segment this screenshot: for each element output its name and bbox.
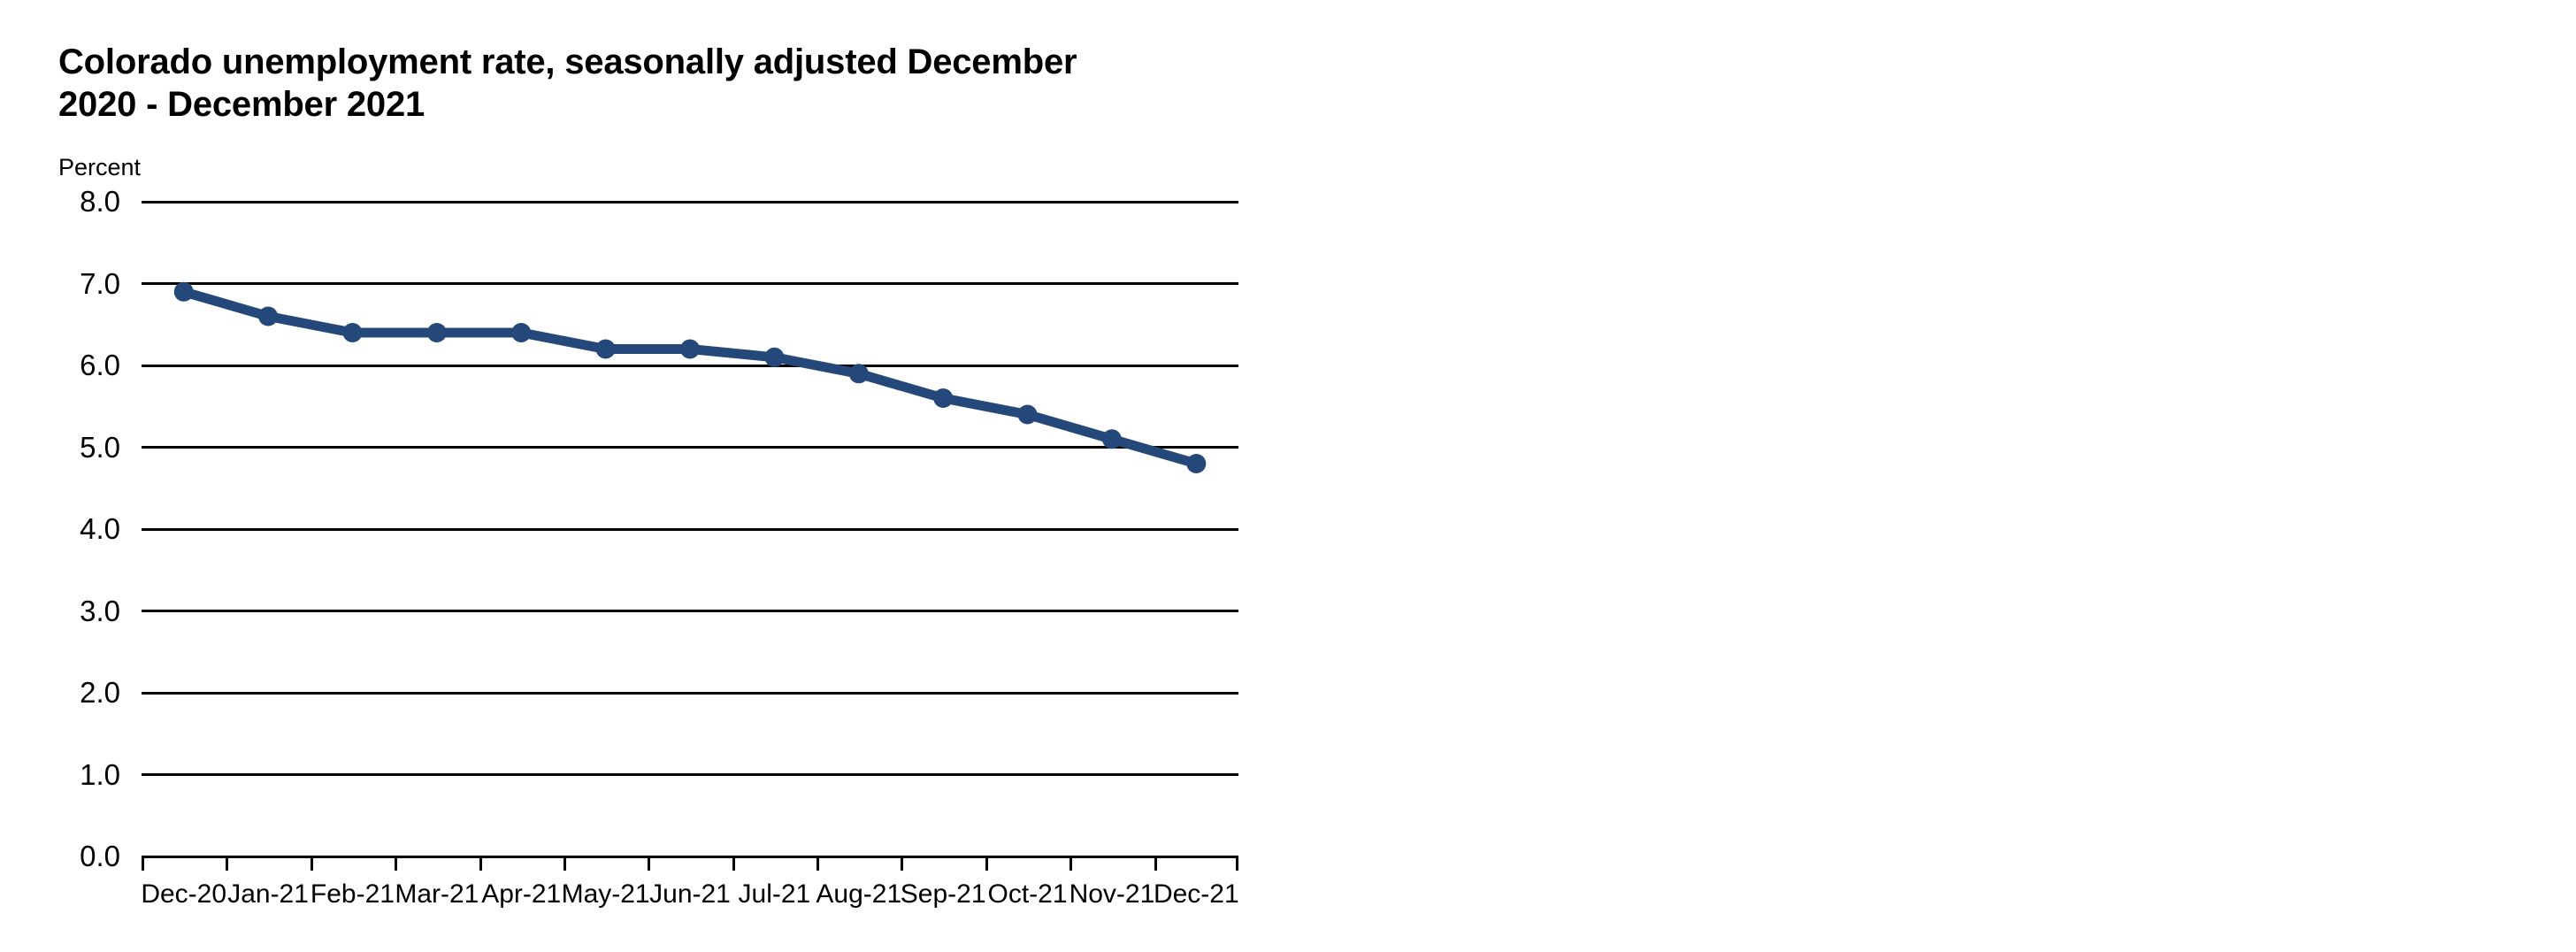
data-point-marker [1017,404,1038,425]
x-axis-tick-label: Feb-21 [310,879,395,909]
gridline [142,282,1238,285]
x-axis-tick-label: Dec-20 [141,879,227,909]
x-axis-tick-mark [479,856,482,871]
y-axis-tick-label: 2.0 [80,676,120,709]
y-axis-tick-label: 8.0 [80,185,120,218]
x-axis-tick-label: Mar-21 [395,879,479,909]
y-axis-tick-label: 4.0 [80,512,120,545]
data-point-marker [173,281,194,302]
payroll-change-panel: Colorado nonfarm payroll employment over… [1288,0,2576,952]
y-axis-tick-label: 3.0 [80,594,120,627]
data-point-marker [1186,454,1207,473]
x-axis-tick-mark [732,856,735,871]
data-point-marker [426,323,447,342]
line-path [179,287,1201,469]
x-axis-tick-label: Jul-21 [738,879,811,909]
x-axis-tick-label: Nov-21 [1069,879,1155,909]
data-point-marker [511,323,532,342]
x-axis-tick-mark [1154,856,1157,871]
data-point-marker [848,364,869,384]
data-point-marker [342,323,363,342]
left-y-axis-unit-label: Percent [58,154,142,180]
x-axis-tick-label: Sep-21 [900,879,986,909]
y-axis-tick-label: 6.0 [80,349,120,381]
x-axis-tick-label: Jan-21 [227,879,309,909]
x-axis-tick-label: Apr-21 [481,879,562,909]
x-axis-tick-mark [816,856,820,871]
y-axis-tick-label: 0.0 [80,840,120,872]
y-axis-tick-label: 5.0 [80,430,120,464]
left-chart-title: Colorado unemployment rate, seasonally a… [58,42,1077,124]
gridline [142,773,1238,776]
data-point-marker [680,339,700,359]
x-axis-tick-label: Dec-21 [1153,879,1239,909]
gridline [142,200,1238,203]
x-axis-tick-mark [1070,856,1073,871]
y-axis-tick-label: 7.0 [80,266,120,300]
data-point-marker [764,347,785,367]
gridline [142,527,1238,531]
x-axis-tick-mark [1236,856,1238,871]
x-axis-tick-mark [563,856,566,871]
unemployment-rate-line-series [173,281,1207,473]
x-axis-tick-mark [310,856,313,871]
x-axis-tick-label: May-21 [561,879,650,909]
x-axis-tick-mark [901,856,904,871]
data-point-marker [933,388,954,408]
x-axis-tick-mark [648,856,651,871]
unemployment-rate-panel: Colorado unemployment rate, seasonally a… [58,42,1239,909]
data-point-marker [258,306,279,326]
gridline [142,610,1238,612]
x-axis-tick-mark [985,856,988,871]
x-axis-tick-mark [226,856,229,871]
y-axis-tick-label: 1.0 [80,757,120,791]
gridline [142,446,1238,449]
x-axis-tick-label: Oct-21 [987,879,1068,909]
gridline [142,364,1238,367]
x-axis-tick-mark [395,856,398,871]
x-axis-tick-label: Jun-21 [649,879,731,909]
gridline [142,855,1238,858]
data-point-marker [595,339,616,359]
data-point-marker [1101,429,1122,449]
gridline [142,691,1238,695]
x-axis-tick-mark [142,856,144,871]
x-axis-tick-label: Aug-21 [816,879,902,909]
line-chart-plot-area: 8.0 7.0 6.0 5.0 4.0 3.0 2.0 1.0 0.0 Dec-20 Jan-21… [80,185,1239,909]
